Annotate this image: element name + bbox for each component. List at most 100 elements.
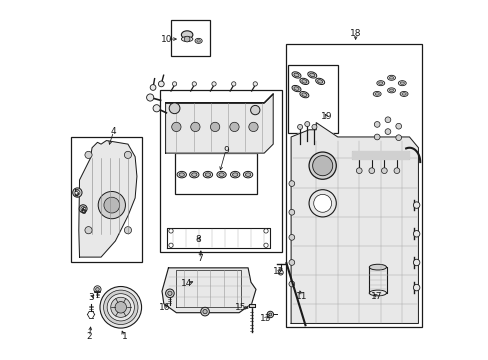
Bar xyxy=(160,90,282,252)
Circle shape xyxy=(384,129,390,134)
Ellipse shape xyxy=(299,91,308,98)
Text: 13: 13 xyxy=(260,314,271,323)
Polygon shape xyxy=(368,267,386,293)
Text: 9: 9 xyxy=(223,146,228,155)
Circle shape xyxy=(115,302,126,313)
Ellipse shape xyxy=(378,82,382,85)
Ellipse shape xyxy=(401,93,406,95)
Circle shape xyxy=(288,260,294,265)
Ellipse shape xyxy=(368,264,386,270)
Ellipse shape xyxy=(203,171,212,178)
Circle shape xyxy=(201,307,209,316)
Polygon shape xyxy=(165,94,273,103)
Ellipse shape xyxy=(196,40,200,42)
Circle shape xyxy=(192,82,196,86)
Circle shape xyxy=(395,123,401,129)
Text: 12: 12 xyxy=(273,267,284,276)
Circle shape xyxy=(368,168,374,174)
Circle shape xyxy=(94,286,101,293)
Text: 17: 17 xyxy=(371,292,382,301)
Ellipse shape xyxy=(243,171,252,178)
Text: 19: 19 xyxy=(321,112,332,121)
Circle shape xyxy=(107,294,134,321)
Ellipse shape xyxy=(245,173,250,176)
Bar xyxy=(287,65,337,134)
Circle shape xyxy=(79,205,87,213)
Ellipse shape xyxy=(177,171,186,178)
Polygon shape xyxy=(79,140,137,257)
Bar xyxy=(174,153,257,194)
Circle shape xyxy=(288,234,294,240)
Ellipse shape xyxy=(317,80,322,83)
Circle shape xyxy=(384,117,390,123)
Circle shape xyxy=(297,125,302,130)
Circle shape xyxy=(311,125,316,130)
Ellipse shape xyxy=(189,171,199,178)
Circle shape xyxy=(73,188,82,197)
Ellipse shape xyxy=(372,91,380,96)
Bar xyxy=(285,44,421,327)
Text: 6: 6 xyxy=(80,207,86,216)
Ellipse shape xyxy=(388,77,393,79)
Circle shape xyxy=(308,190,336,217)
Ellipse shape xyxy=(293,87,299,90)
Circle shape xyxy=(85,151,92,158)
Circle shape xyxy=(124,151,131,158)
Circle shape xyxy=(158,81,164,87)
Circle shape xyxy=(124,226,131,234)
Polygon shape xyxy=(165,94,273,153)
Circle shape xyxy=(356,168,362,174)
Ellipse shape xyxy=(368,290,386,296)
Ellipse shape xyxy=(301,80,306,83)
Circle shape xyxy=(96,288,99,291)
Ellipse shape xyxy=(388,89,393,91)
Circle shape xyxy=(172,82,176,86)
Circle shape xyxy=(395,135,401,140)
Ellipse shape xyxy=(293,73,299,77)
Circle shape xyxy=(373,134,379,140)
Circle shape xyxy=(184,36,190,42)
Ellipse shape xyxy=(219,173,224,176)
Circle shape xyxy=(412,259,419,266)
Circle shape xyxy=(250,105,260,115)
Circle shape xyxy=(264,243,267,247)
Circle shape xyxy=(100,287,142,328)
Ellipse shape xyxy=(179,173,184,176)
Ellipse shape xyxy=(232,173,237,176)
Circle shape xyxy=(304,122,309,127)
Ellipse shape xyxy=(217,171,226,178)
Circle shape xyxy=(103,290,138,324)
Circle shape xyxy=(171,122,181,132)
Bar xyxy=(171,21,210,56)
Ellipse shape xyxy=(181,37,192,41)
Ellipse shape xyxy=(299,78,308,85)
Circle shape xyxy=(146,94,153,101)
Circle shape xyxy=(165,289,174,298)
Circle shape xyxy=(203,310,207,314)
Circle shape xyxy=(313,194,331,212)
Circle shape xyxy=(104,197,120,213)
Circle shape xyxy=(190,122,200,132)
Text: 5: 5 xyxy=(73,189,79,198)
Polygon shape xyxy=(162,268,255,313)
Ellipse shape xyxy=(376,81,384,86)
Circle shape xyxy=(168,229,173,233)
Polygon shape xyxy=(290,123,418,323)
Circle shape xyxy=(231,82,235,86)
Ellipse shape xyxy=(195,39,202,43)
Circle shape xyxy=(211,82,216,86)
Ellipse shape xyxy=(205,173,210,176)
Circle shape xyxy=(268,313,271,316)
Circle shape xyxy=(81,207,85,211)
Circle shape xyxy=(253,82,257,86)
Circle shape xyxy=(412,230,419,237)
Text: 10: 10 xyxy=(161,35,172,44)
Text: 8: 8 xyxy=(195,235,201,244)
Ellipse shape xyxy=(301,93,306,96)
Ellipse shape xyxy=(230,171,239,178)
Circle shape xyxy=(229,122,239,132)
Circle shape xyxy=(110,297,131,318)
Ellipse shape xyxy=(191,173,197,176)
Polygon shape xyxy=(351,150,408,159)
Ellipse shape xyxy=(181,31,192,39)
